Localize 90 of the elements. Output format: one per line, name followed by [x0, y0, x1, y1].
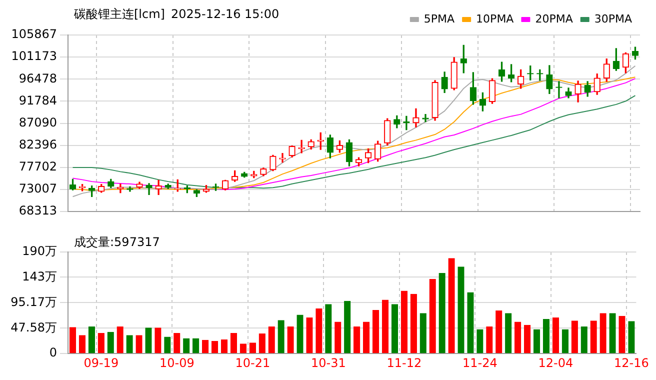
bar: [467, 292, 474, 354]
y-tick-label: 143万: [22, 269, 57, 284]
bar: [628, 321, 635, 354]
candlestick: [146, 183, 152, 196]
bar: [69, 327, 76, 354]
x-tick-label: 11-24: [462, 356, 498, 370]
bar: [145, 328, 152, 354]
bar: [164, 336, 171, 354]
y-tick-label: 91784: [18, 93, 57, 108]
bar: [362, 322, 370, 354]
bar: [287, 326, 294, 354]
legend-label: 10PMA: [476, 12, 514, 26]
bar: [183, 338, 190, 354]
bar: [136, 335, 142, 354]
y-tick-label: 0: [49, 346, 57, 360]
bar: [116, 326, 124, 354]
bar: [580, 326, 588, 354]
legend-label: 5PMA: [424, 12, 456, 26]
bar: [571, 320, 578, 354]
y-tick-label: 73007: [18, 182, 57, 196]
y-tick-label: 105867: [11, 27, 57, 42]
y-tick-label: 82396: [18, 138, 57, 152]
bar: [174, 332, 180, 354]
bar: [458, 266, 464, 354]
bar: [154, 328, 162, 354]
bar: [391, 304, 398, 354]
x-tick-label: 10-31: [310, 356, 346, 370]
bar: [420, 313, 426, 354]
y-tick-label: 87090: [18, 115, 57, 130]
bar: [542, 319, 550, 354]
bar: [382, 300, 389, 354]
bar: [609, 313, 616, 354]
x-tick-label: 12-16: [614, 356, 649, 370]
x-tick-label: 09-19: [84, 356, 119, 370]
bar: [334, 322, 342, 354]
bar: [410, 294, 417, 354]
x-tick-label: 12-04: [538, 356, 574, 370]
bar: [514, 322, 522, 354]
bar: [533, 329, 540, 354]
bar: [202, 340, 209, 354]
bar: [306, 317, 313, 354]
x-tick-label: 10-21: [235, 356, 270, 370]
bar: [400, 290, 408, 354]
candlestick: [422, 114, 429, 122]
bar: [296, 314, 304, 354]
y-tick-label: 68313: [18, 204, 57, 218]
bar: [107, 332, 114, 354]
legend-label: 30PMA: [594, 12, 632, 26]
y-tick-label: 96478: [18, 71, 57, 86]
chart-title: 碳酸锂主连[lcm]: [74, 7, 165, 21]
bar: [562, 329, 569, 354]
bar: [524, 324, 531, 354]
bar: [354, 326, 360, 354]
bar: [600, 313, 606, 354]
bar: [344, 300, 351, 354]
bar: [618, 316, 626, 354]
bar: [552, 317, 560, 354]
bar: [126, 335, 133, 354]
bar: [78, 335, 86, 354]
bar: [192, 338, 200, 354]
bar: [590, 320, 597, 354]
bar: [278, 320, 284, 354]
x-tick-label: 11-12: [386, 356, 422, 370]
candlestick: [279, 153, 286, 163]
legend-label: 20PMA: [535, 12, 574, 26]
bar: [98, 332, 104, 354]
y-tick-label: 190万: [22, 244, 57, 258]
bar: [372, 310, 380, 354]
y-tick-label: 95.17万: [10, 294, 57, 309]
bar: [88, 326, 96, 354]
bar: [220, 339, 228, 354]
bar: [429, 278, 436, 354]
y-tick-label: 101173: [11, 49, 57, 64]
bar: [496, 310, 502, 354]
bar: [438, 273, 446, 354]
x-tick-label: 10-09: [159, 356, 194, 370]
bar: [505, 313, 512, 354]
bar: [476, 329, 484, 354]
bar: [448, 258, 455, 354]
bar: [230, 332, 238, 354]
bar: [211, 340, 218, 354]
bar: [258, 333, 266, 354]
bar: [268, 326, 275, 354]
chart-subtitle: 2025-12-16 15:00: [170, 7, 280, 21]
chart-title: 成交量:597317: [74, 235, 160, 249]
y-tick-label: 77702: [18, 160, 57, 174]
bar: [316, 308, 322, 354]
y-tick-label: 47.58万: [10, 320, 57, 334]
bar: [325, 304, 332, 354]
bar: [486, 326, 493, 354]
